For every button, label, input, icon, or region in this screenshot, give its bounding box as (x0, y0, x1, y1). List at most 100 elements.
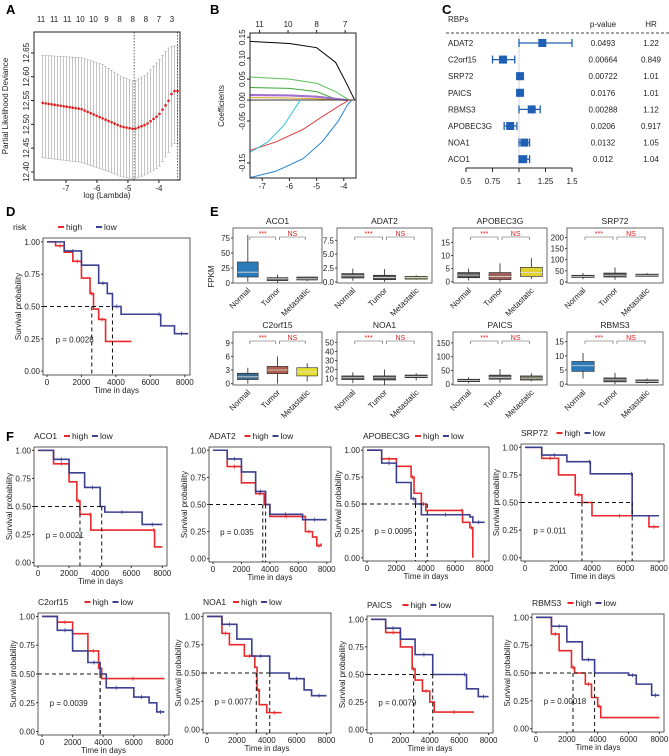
header-pvalue: p-value (590, 20, 617, 29)
hr-value: 0.917 (641, 122, 662, 131)
mean-point (92, 113, 95, 116)
legend-low: low (269, 597, 283, 607)
p-value: 0.0132 (591, 139, 616, 148)
mean-point (170, 92, 173, 96)
y-tick-label: 0.00 (513, 725, 529, 734)
category-label: Metastatic (619, 388, 651, 420)
y-tick-label: 0.75 (348, 643, 364, 652)
panel-label: C (442, 2, 452, 17)
y-tick-label: 0.05 (238, 71, 247, 87)
mean-point (77, 107, 80, 110)
forest-row: C2orf15 0.00664 0.849 (448, 55, 662, 65)
km-plot: risk high low p = 0.0028 0.00 0.25 0.50 0.75 1.0… (13, 222, 194, 395)
legend-high: high (411, 600, 427, 610)
x-tick-label: -6 (93, 184, 101, 193)
significance-bracket (354, 236, 383, 240)
x-tick-label: 6000 (289, 565, 307, 574)
p-value: p = 0.0079 (378, 698, 417, 707)
category-label: Tumor (259, 286, 282, 309)
x-tick-label: 4000 (91, 569, 109, 578)
mean-point (62, 104, 65, 108)
x-tick-label: -4 (155, 184, 163, 193)
y-tick-label: 1.00 (348, 615, 364, 624)
x-tick-label: 4000 (261, 565, 279, 574)
survival-curve-low (47, 241, 189, 335)
gene-title: SRP72 (521, 428, 548, 438)
x-tick-label: 0 (205, 736, 210, 745)
legend-low: low (604, 598, 618, 608)
forest-row: RBMS3 0.00288 1.12 (448, 105, 659, 114)
hr-marker (520, 138, 529, 147)
gene-title: ACO1 (266, 216, 289, 226)
p-value: p = 0.011 (533, 526, 567, 535)
y-tick-label: 1.00 (502, 443, 518, 452)
hr-value: 1.22 (643, 39, 659, 48)
mean-point (134, 127, 137, 130)
x-tick-label: 6000 (141, 378, 159, 387)
y-axis-label: Survival probability (338, 641, 347, 708)
plot-frame (249, 32, 357, 179)
gene-title: ADAT2 (209, 431, 236, 441)
p-value: p = 0.00018 (544, 697, 587, 706)
mean-point (56, 103, 59, 107)
gene-title: C2orf15 (262, 320, 293, 330)
mean-point (95, 114, 98, 118)
cv-deviance-plot: -7 -6 -5 -4 12.40 12.45 12.50 12.55 12.60 12.65 11… (1, 15, 181, 200)
y-tick-label: 25 (221, 264, 230, 273)
y-tick-label: 1.00 (15, 446, 31, 455)
y-axis-label: Survival probability (503, 639, 512, 706)
x-tick-label: 2000 (60, 569, 78, 578)
significance-label: NS (287, 231, 297, 238)
mean-point (107, 119, 110, 123)
significance-label: *** (365, 231, 373, 238)
y-tick-label: 40 (325, 347, 334, 356)
survival-curve-high (47, 241, 132, 343)
box (520, 267, 543, 277)
x-tick-label: -5 (313, 182, 321, 191)
hr-marker (498, 55, 507, 64)
y-tick-label: 0.50 (19, 670, 35, 679)
y-tick-label: 0.50 (344, 500, 360, 509)
x-axis-label: Time in days (81, 746, 126, 755)
mean-point (161, 108, 164, 111)
top-count-label: 7 (343, 20, 348, 29)
mean-point (122, 125, 125, 129)
p-value: 0.00722 (589, 72, 618, 81)
x-tick-label: 8000 (318, 565, 336, 574)
y-tick-label: 0.00 (24, 367, 40, 376)
hr-value: 1.12 (643, 105, 659, 114)
significance-label: NS (287, 335, 297, 342)
legend-high: high (241, 597, 257, 607)
x-tick-label: 4000 (589, 735, 607, 744)
x-tick-label: 4000 (107, 378, 125, 387)
rbp-name: ACO1 (448, 155, 470, 164)
y-tick-label: 50 (441, 366, 450, 375)
survival-curve-high (367, 449, 474, 558)
y-tick-label: 0.75 (184, 641, 200, 650)
mean-point (164, 104, 167, 107)
category-label: Metastatic (388, 286, 420, 318)
mean-point (50, 103, 53, 106)
significance-bracket (279, 236, 306, 240)
category-label: Tumor (366, 286, 389, 309)
significance-bracket (470, 340, 499, 344)
y-tick-label: -0.15 (238, 153, 247, 172)
km-plot: SRP72 high low p = 0.011 0.00 0.25 0.50 0.75 1.0… (492, 428, 668, 581)
y-tick-label: 0.25 (15, 531, 31, 540)
x-tick-label: 4000 (94, 738, 112, 747)
mean-point (158, 112, 161, 116)
mean-point (53, 103, 56, 107)
y-tick-label: 1.00 (24, 238, 40, 247)
p-value: p = 0.0077 (214, 698, 253, 707)
y-tick-label: 6 (226, 352, 231, 361)
expression-boxplot: ADAT2 Normal Tumor Metastatic *** NS 0.0 2.5 5.0… (323, 216, 433, 318)
p-value: 0.012 (593, 155, 614, 164)
forest-row: APOBEC3G 0.0206 0.917 (448, 122, 662, 131)
mean-point (116, 123, 119, 127)
y-tick-label: 0.75 (190, 473, 206, 482)
x-tick-label: 2000 (391, 736, 409, 745)
category-label: Metastatic (504, 388, 536, 420)
y-tick-label: 0 (226, 380, 231, 389)
significance-bracket (279, 340, 306, 344)
y-axis-label: Partial Likelihood Deviance (1, 57, 10, 154)
